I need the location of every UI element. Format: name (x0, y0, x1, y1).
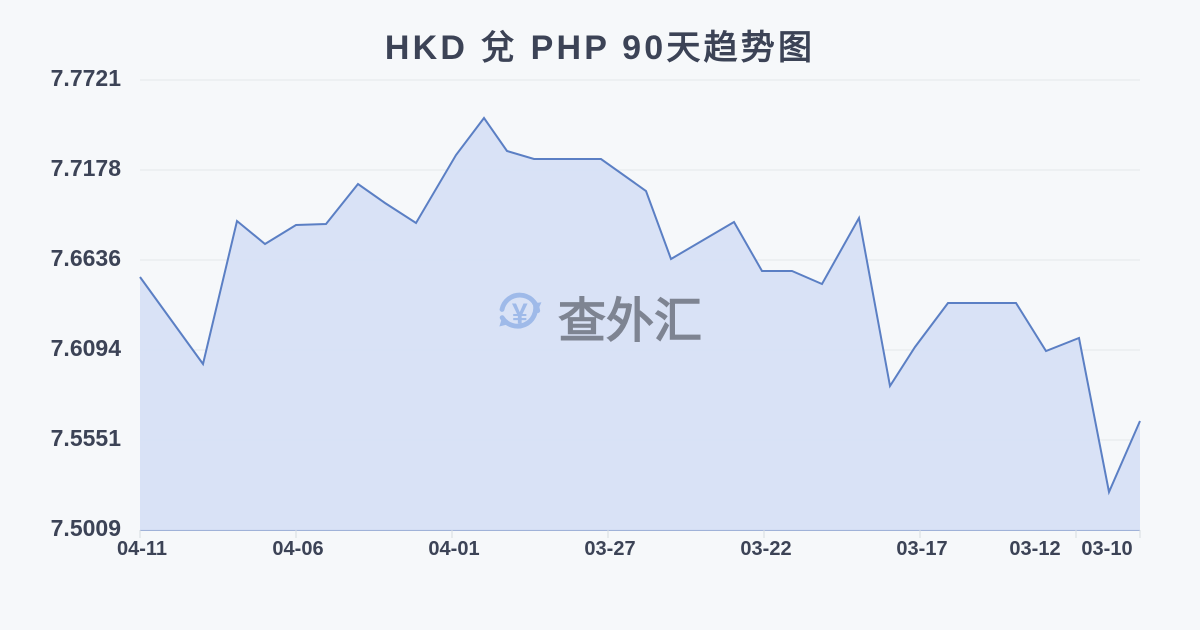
svg-text:查外汇: 查外汇 (558, 295, 702, 348)
svg-text:¥: ¥ (512, 299, 528, 331)
